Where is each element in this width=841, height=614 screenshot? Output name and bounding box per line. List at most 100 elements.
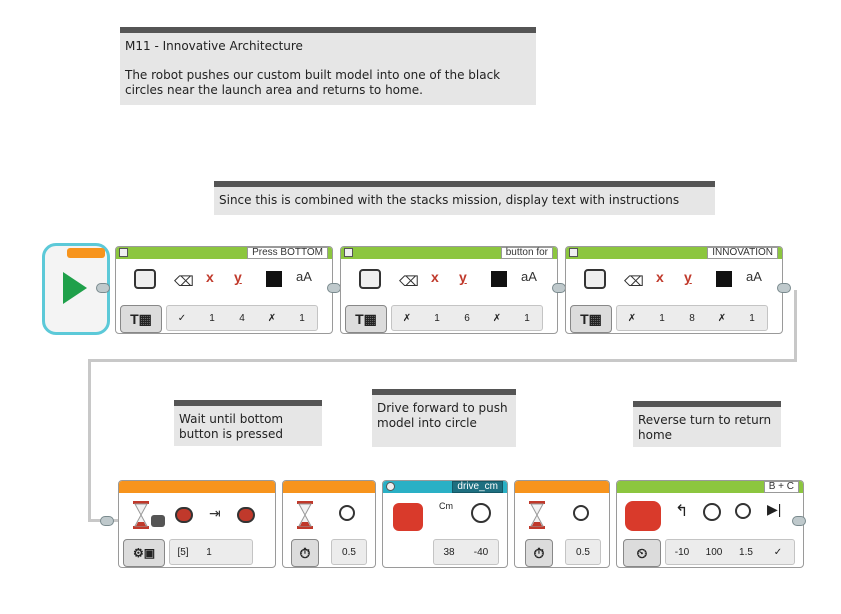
brick-mode-icon: ⚙▣ — [132, 546, 156, 560]
text-mode-icon: T▦ — [580, 310, 602, 327]
size-value[interactable]: 1 — [749, 312, 755, 324]
cm-distance-icon: Cm — [439, 501, 453, 511]
x-value[interactable]: 1 — [659, 312, 665, 324]
wait-seconds-2[interactable]: 0.5 — [576, 546, 590, 558]
color-value[interactable]: ✗ — [267, 312, 277, 324]
display-block[interactable]: button for ⌫ x y aA T▦ ✗ 1 6 ✗ 1 — [340, 246, 558, 334]
sequence-wire-left — [88, 359, 91, 522]
drive-cm-block[interactable]: drive_cm Cm 38 -40 — [382, 480, 508, 568]
text-mode-selector[interactable]: T▦ — [120, 305, 162, 333]
start-block-header — [67, 248, 105, 258]
wait-time-values-1: 0.5 — [331, 539, 367, 565]
play-icon[interactable] — [63, 272, 87, 304]
font-size-icon: aA — [521, 269, 537, 284]
display-plug[interactable] — [552, 283, 566, 293]
sequence-plug[interactable] — [100, 516, 114, 526]
y-position-icon: y — [234, 269, 242, 285]
wait-button-state[interactable]: 1 — [206, 546, 212, 558]
display-block[interactable]: INNOVATION ⌫ x y aA T▦ ✗ 1 8 ✗ 1 — [565, 246, 783, 334]
seconds-value[interactable]: 1.5 — [739, 546, 753, 558]
display-text[interactable]: Press BOTTOM — [247, 247, 328, 259]
y-value[interactable]: 4 — [239, 312, 245, 324]
screen-icon — [134, 269, 156, 289]
color-value[interactable]: ✗ — [717, 312, 727, 324]
button-state-icon — [175, 507, 193, 523]
x-value[interactable]: 1 — [434, 312, 440, 324]
move-steering-header: B + C — [617, 481, 803, 493]
clear-value[interactable]: ✓ — [177, 312, 187, 324]
end-plug[interactable] — [792, 516, 806, 526]
wait-button-extra[interactable] — [222, 541, 252, 563]
text-mode-selector[interactable]: T▦ — [570, 305, 612, 333]
timer-icon — [339, 505, 355, 521]
compare-icon: ⇥ — [209, 505, 221, 521]
display-text[interactable]: INNOVATION — [707, 247, 778, 259]
wait-time-block-2[interactable]: ⏱ 0.5 — [514, 480, 610, 568]
y-value[interactable]: 8 — [689, 312, 695, 324]
sequence-wire-down — [794, 290, 797, 362]
hourglass-icon — [133, 501, 149, 529]
display-values: ✗ 1 8 ✗ 1 — [616, 305, 768, 331]
text-mode-icon: T▦ — [130, 310, 152, 327]
display-block-header: Press BOTTOM — [116, 247, 332, 259]
hourglass-icon — [297, 501, 313, 529]
wait-seconds-1[interactable]: 0.5 — [342, 546, 356, 558]
seconds-mode-icon: ⏲ — [636, 544, 648, 561]
reverse-comment-text: Reverse turn to return home — [638, 413, 772, 442]
motor-ports[interactable]: B + C — [763, 481, 799, 493]
size-value[interactable]: 1 — [299, 312, 305, 324]
display-plug[interactable] — [777, 283, 791, 293]
color-icon — [266, 271, 282, 287]
display-comment: Since this is combined with the stacks m… — [214, 181, 715, 215]
wait-mode-selector[interactable]: ⚙▣ — [123, 539, 165, 567]
stopwatch-icon: ⏱ — [299, 544, 311, 561]
timer-icon — [573, 505, 589, 521]
timer-mode-selector[interactable]: ⏱ — [525, 539, 553, 567]
display-values: ✗ 1 6 ✗ 1 — [391, 305, 543, 331]
drive-speed[interactable]: -40 — [473, 546, 489, 558]
clear-value[interactable]: ✗ — [402, 312, 412, 324]
y-value[interactable]: 6 — [464, 312, 470, 324]
power-value[interactable]: 100 — [705, 546, 723, 558]
start-block[interactable] — [42, 243, 110, 335]
x-value[interactable]: 1 — [209, 312, 215, 324]
steering-icon: ↰ — [675, 503, 689, 520]
color-value[interactable]: ✗ — [492, 312, 502, 324]
brake-icon: ▶| — [767, 501, 782, 517]
size-value[interactable]: 1 — [524, 312, 530, 324]
my-block-icon — [386, 482, 395, 491]
display-values: ✓ 1 4 ✗ 1 — [166, 305, 318, 331]
drive-cm-header: drive_cm — [383, 481, 507, 493]
eraser-icon: ⌫ — [624, 273, 644, 289]
color-icon — [491, 271, 507, 287]
wait-button-port[interactable]: [5] — [177, 546, 189, 558]
wait-button-header — [119, 481, 275, 493]
move-steering-values: -10 100 1.5 ✓ — [665, 539, 795, 565]
button-pressed-icon — [237, 507, 255, 523]
font-size-icon: aA — [746, 269, 762, 284]
steering-value[interactable]: -10 — [674, 546, 690, 558]
wheel-icon — [393, 503, 423, 531]
brake-value[interactable]: ✓ — [773, 546, 783, 558]
display-block[interactable]: Press BOTTOM ⌫ x y aA T▦ ✓ 1 4 ✗ 1 — [115, 246, 333, 334]
display-plug[interactable] — [327, 283, 341, 293]
start-plug[interactable] — [96, 283, 110, 293]
brick-button-icon — [151, 515, 165, 527]
drive-distance[interactable]: 38 — [443, 546, 455, 558]
wait-time-block-1[interactable]: ⏱ 0.5 — [282, 480, 376, 568]
clear-value[interactable]: ✗ — [627, 312, 637, 324]
timer-mode-selector[interactable]: ⏱ — [291, 539, 319, 567]
drive-comment: Drive forward to push model into circle — [372, 389, 516, 447]
display-block-header: INNOVATION — [566, 247, 782, 259]
move-steering-block[interactable]: B + C ↰ ▶| ⏲ -10 100 1.5 ✓ — [616, 480, 804, 568]
color-icon — [716, 271, 732, 287]
y-position-icon: y — [459, 269, 467, 285]
move-mode-selector[interactable]: ⏲ — [623, 539, 661, 567]
text-mode-selector[interactable]: T▦ — [345, 305, 387, 333]
reverse-comment: Reverse turn to return home — [633, 401, 781, 447]
wait-button-block[interactable]: ⇥ ⚙▣ [5] 1 — [118, 480, 276, 568]
display-text[interactable]: button for — [500, 247, 553, 259]
wait-time-values-2: 0.5 — [565, 539, 601, 565]
stopwatch-icon: ⏱ — [533, 544, 545, 561]
x-position-icon: x — [431, 269, 439, 285]
